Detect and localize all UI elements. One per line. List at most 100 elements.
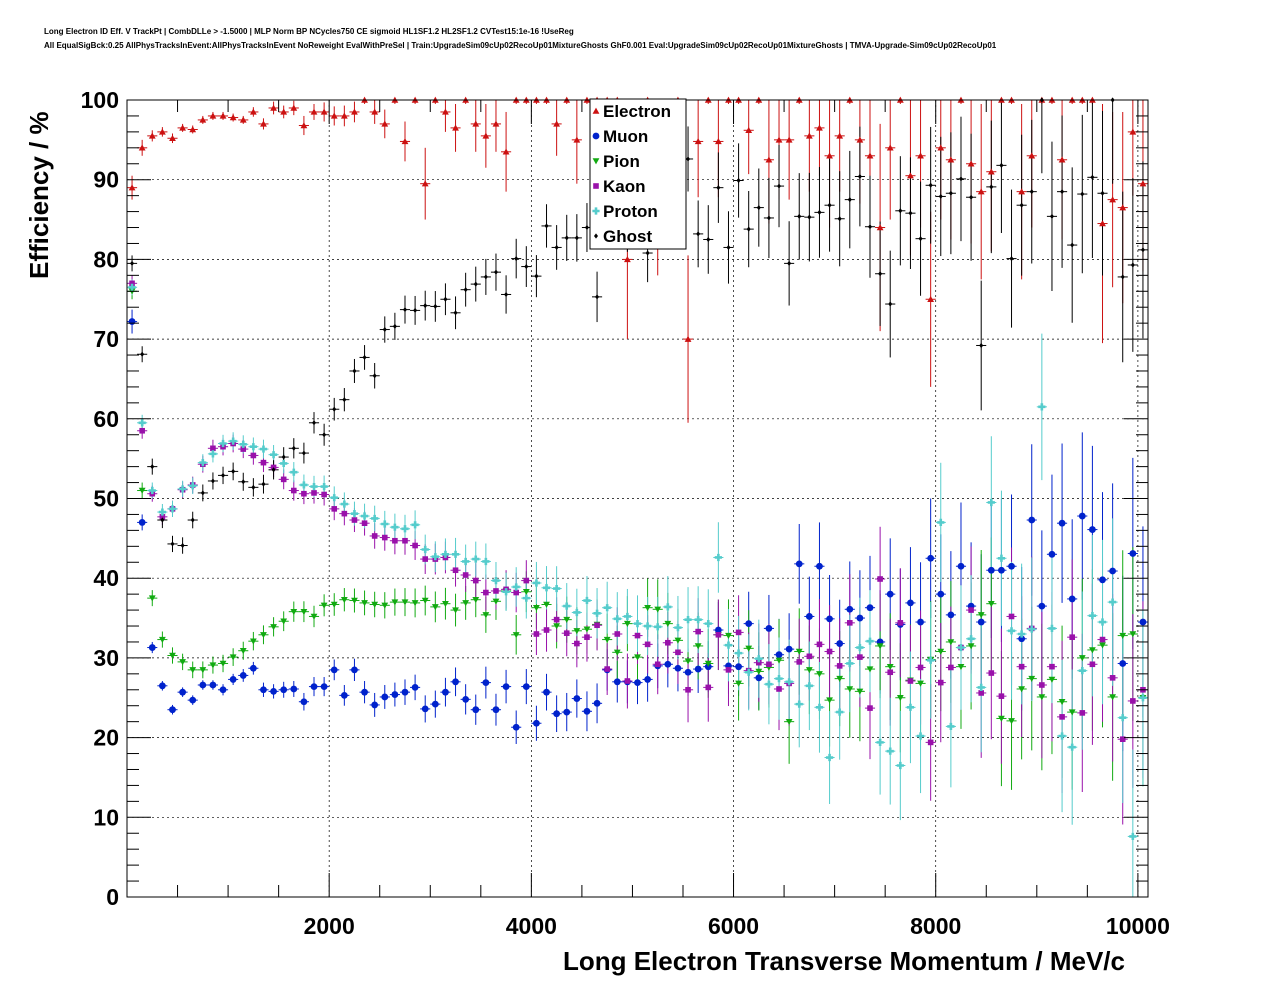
proton-point [128,283,136,291]
legend-kaon-marker [593,183,599,189]
electron-point [785,136,793,143]
ghost-point [1080,191,1085,197]
pion-point [775,657,783,664]
proton-point [1058,732,1066,740]
ghost-point [696,231,701,237]
proton-point [472,555,480,563]
kaon-point [1099,636,1106,643]
ghost-point [746,226,751,232]
muon-point [805,613,813,620]
ghost-point [574,235,579,241]
kaon-point [422,556,429,562]
pion-point [330,601,338,608]
proton-point [290,468,298,476]
pion-point [947,639,955,646]
muon-point [846,605,854,613]
proton-point [765,680,773,688]
electron-point [1119,204,1127,211]
electron-point [805,132,813,139]
muon-point [917,618,924,626]
ghost-point [1009,256,1014,262]
pion-point [361,600,368,607]
pion-point [553,623,561,630]
proton-point [542,584,551,592]
kaon-point [624,678,631,684]
muon-point [219,686,227,694]
axes-layer: 2000 4000 6000 8000 10000 0 10 20 30 40 50 60 70 80 90… [81,87,1170,939]
kaon-point [1130,698,1136,704]
kaon-point [240,446,247,452]
electron-point [138,144,146,151]
muon-point [765,625,773,632]
electron-point [401,138,409,145]
pion-point [1129,631,1137,638]
electron-point [492,120,500,127]
ghost-point [362,354,367,361]
ghost-point [584,224,589,231]
kaon-point [675,649,681,656]
kaon-point [1119,736,1126,742]
proton-point [987,498,995,507]
ghost-point [777,183,782,189]
legend-kaon-label: Kaon [603,177,646,196]
electron-point [229,114,237,121]
kaon-point [260,459,267,466]
proton-point [178,485,187,493]
kaon-point [907,678,914,684]
kaon-point [1109,675,1116,681]
muon-point [249,664,257,672]
ghost-point [948,190,953,196]
muon-point [351,666,358,674]
proton-point [431,553,439,561]
kaon-point [250,452,257,459]
ghost-point [1130,262,1135,268]
pion-point [917,680,924,687]
proton-point [199,459,207,467]
kaon-point [563,630,570,636]
legend: Electron Muon Pion Kaon Proton Ghost [589,98,687,250]
ghost-point [190,517,195,523]
kaon-point [867,705,873,711]
pion-point [634,654,641,661]
muon-point [927,554,935,562]
pion-point [987,600,995,608]
muon-point [330,666,338,674]
proton-point [340,500,348,508]
muon-point [836,640,844,647]
proton-point [189,482,197,490]
muon-point [260,686,267,694]
kaon-point [472,577,479,584]
proton-point [997,554,1006,562]
pion-point [1018,686,1026,693]
kaon-point [836,663,843,669]
proton-point [644,622,652,630]
electron-point [351,108,358,115]
muon-point [209,681,217,689]
kaon-point [280,476,287,483]
ghost-point [150,464,155,470]
proton-point [391,523,399,531]
ghost-point [837,216,842,222]
electron-point [623,256,631,263]
muon-point [886,590,894,598]
ghost-point [504,291,509,298]
pion-point [603,636,611,643]
ghost-point [645,250,650,256]
kaon-point [493,588,499,594]
pion-point [896,695,904,702]
muon-point [189,696,197,704]
pion-point [1078,655,1086,662]
muon-point [1078,512,1086,520]
kaon-point [917,664,924,671]
proton-point [138,419,146,427]
muon-point [300,698,308,706]
electron-point [1139,180,1147,187]
kaon-point [877,576,883,582]
pion-point [421,597,429,604]
pion-point [199,667,207,674]
kaon-point [614,631,621,637]
proton-point [684,616,692,624]
proton-point [724,641,733,649]
pion-point [1119,632,1127,639]
muon-point [512,723,520,731]
